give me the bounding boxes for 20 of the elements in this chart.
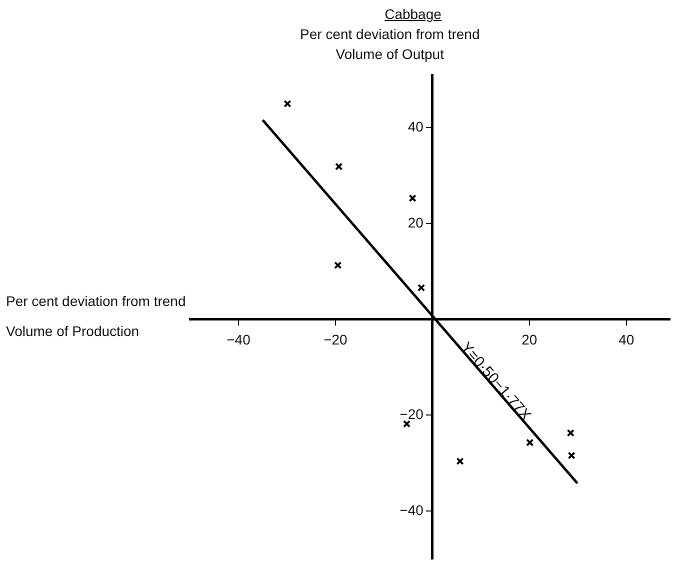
point <box>417 284 426 292</box>
y-tick-label: −40 <box>400 502 424 518</box>
chart-title: Cabbage <box>384 5 442 24</box>
point <box>408 194 416 202</box>
x-tick-label: 40 <box>618 332 634 348</box>
point <box>334 261 342 270</box>
x-axis-title: Per cent deviation from trend Volume of Production <box>6 292 186 341</box>
point <box>566 429 574 437</box>
point <box>284 100 292 108</box>
point <box>526 438 534 446</box>
point <box>335 162 343 170</box>
point <box>568 452 576 460</box>
y-tick-label: −20 <box>400 406 424 422</box>
y-tick-label: 40 <box>408 118 424 135</box>
point <box>402 420 411 428</box>
y-axis-title: Per cent deviation from trend Volume of Output <box>300 25 480 64</box>
point <box>456 457 464 466</box>
x-tick-label: −40 <box>226 332 251 348</box>
x-tick-label: −20 <box>324 332 348 348</box>
y-tick-label: 20 <box>408 214 424 230</box>
